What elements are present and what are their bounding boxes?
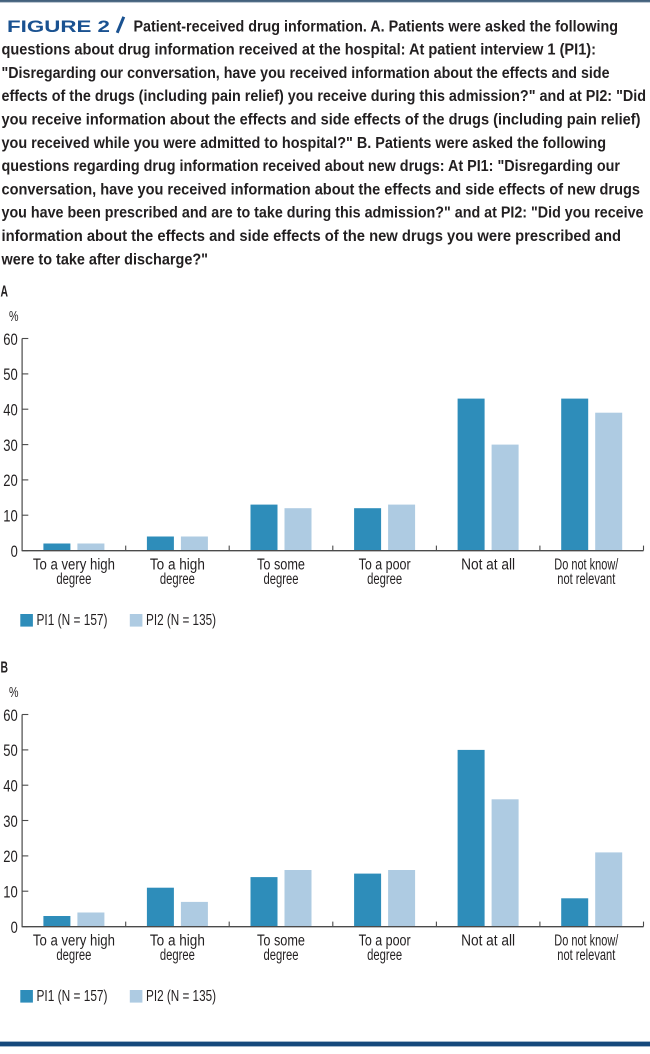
- svg-text:degree: degree: [367, 947, 402, 964]
- svg-text:To a high: To a high: [150, 932, 205, 949]
- svg-text:To a high: To a high: [150, 556, 205, 573]
- svg-text:To a very high: To a very high: [33, 556, 115, 573]
- svg-text:PI1 (N = 157): PI1 (N = 157): [37, 612, 108, 629]
- svg-text:degree: degree: [56, 947, 91, 964]
- svg-text:Do not know/: Do not know/: [554, 932, 619, 949]
- svg-text:0: 0: [11, 918, 18, 937]
- svg-text:10: 10: [3, 507, 18, 526]
- svg-text:20: 20: [3, 847, 18, 866]
- svg-text:degree: degree: [160, 947, 195, 964]
- svg-text:FIGURE 2: FIGURE 2: [7, 18, 110, 36]
- svg-text:information about the effects: information about the effects and side e…: [2, 228, 622, 245]
- svg-text:PI2 (N = 135): PI2 (N = 135): [146, 988, 216, 1005]
- svg-text:conversation, have you receive: conversation, have you received informat…: [2, 181, 641, 198]
- svg-text:Not at all: Not at all: [461, 932, 515, 949]
- svg-text:40: 40: [3, 777, 18, 796]
- svg-text:PI2 (N = 135): PI2 (N = 135): [146, 612, 216, 629]
- svg-text:you have been prescribed and a: you have been prescribed and are to take…: [2, 205, 644, 222]
- svg-text:degree: degree: [367, 571, 402, 588]
- svg-text:40: 40: [3, 400, 18, 419]
- svg-text:To some: To some: [257, 556, 305, 573]
- svg-text:questions about drug informati: questions about drug information receive…: [2, 42, 597, 59]
- svg-text:degree: degree: [264, 571, 299, 588]
- svg-text:degree: degree: [264, 947, 299, 964]
- svg-text:60: 60: [3, 706, 18, 725]
- svg-text:"Disregarding our conversation: "Disregarding our conversation, have you…: [2, 65, 610, 82]
- svg-text:To a very high: To a very high: [33, 932, 115, 949]
- svg-text:not relevant: not relevant: [557, 947, 616, 964]
- svg-text:10: 10: [3, 883, 18, 902]
- svg-text:degree: degree: [160, 571, 195, 588]
- svg-text:%: %: [9, 308, 19, 325]
- svg-text:50: 50: [3, 365, 18, 384]
- svg-text:effects of the drugs (includin: effects of the drugs (including pain rel…: [2, 88, 647, 105]
- svg-text:B: B: [1, 659, 8, 676]
- svg-text:30: 30: [3, 436, 18, 455]
- svg-text:60: 60: [3, 330, 18, 349]
- svg-text:you receive information about: you receive information about the effect…: [2, 112, 641, 129]
- svg-text:A: A: [1, 283, 9, 300]
- svg-text:PI1 (N = 157): PI1 (N = 157): [37, 988, 108, 1005]
- svg-text:Patient-received drug informat: Patient-received drug information. A. Pa…: [134, 18, 619, 35]
- svg-text:To a poor: To a poor: [359, 932, 411, 949]
- svg-text:questions regarding drug infor: questions regarding drug information rec…: [2, 158, 621, 175]
- svg-text:not relevant: not relevant: [557, 571, 616, 588]
- svg-text:30: 30: [3, 812, 18, 831]
- svg-text:Not at all: Not at all: [461, 556, 515, 573]
- svg-text:you received while you were ad: you received while you were admitted to …: [2, 135, 607, 152]
- svg-text:20: 20: [3, 471, 18, 490]
- svg-text:50: 50: [3, 741, 18, 760]
- svg-text:Do not know/: Do not know/: [554, 556, 619, 573]
- svg-text:degree: degree: [56, 571, 91, 588]
- svg-text:To some: To some: [257, 932, 305, 949]
- svg-text:0: 0: [11, 542, 18, 561]
- svg-text:were to take after discharge?": were to take after discharge?": [1, 251, 208, 268]
- svg-text:To a poor: To a poor: [359, 556, 411, 573]
- svg-text:%: %: [9, 684, 19, 701]
